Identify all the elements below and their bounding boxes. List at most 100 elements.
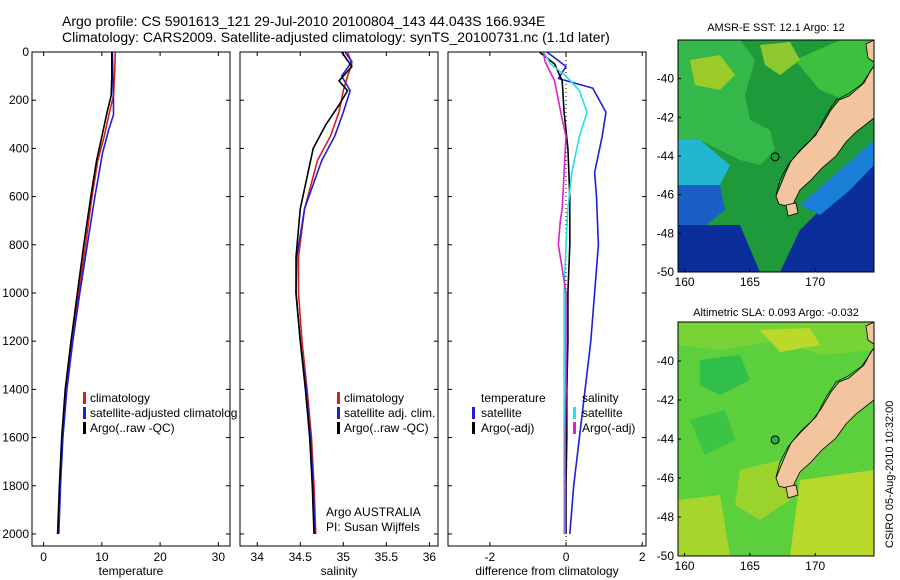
y-tick-label: 1200 [2, 334, 29, 348]
y-tick-label: 1800 [2, 479, 29, 493]
map-x-tick-label: 160 [675, 275, 695, 289]
map-y-tick-label: -42 [657, 110, 675, 124]
x-tick-label: 34 [251, 550, 265, 564]
sst-argo-location-marker [770, 152, 780, 162]
sst-field-deep-blue-sw [678, 225, 760, 272]
x-tick-label: -2 [485, 550, 496, 564]
map-y-tick-label: -46 [657, 471, 675, 485]
map-y-tick-label: -48 [657, 226, 675, 240]
map-y-tick-label: -48 [657, 510, 675, 524]
legend-label-sal-satellite: satellite [582, 406, 623, 420]
sla-field-yellow-patch-2 [760, 328, 820, 352]
x-tick-label: 35 [337, 550, 351, 564]
legend-swatch-sal-satellite [573, 407, 576, 419]
legend-label-satellite: satellite-adjusted climatolog [90, 406, 237, 420]
x-tick-label: 2 [639, 550, 646, 564]
series-line-argo-raw-qc- [295, 52, 353, 535]
legend-label-argo: Argo(..raw -QC) [344, 421, 429, 435]
salinity-legend: climatology satellite adj. clim. Argo(..… [337, 391, 435, 435]
legend-swatch-temp-satellite [472, 407, 475, 419]
legend-swatch-argo [337, 422, 340, 434]
y-tick-label: 0 [22, 45, 29, 59]
sla-map-shelf-contour [775, 347, 874, 478]
map-x-tick-label: 165 [740, 275, 760, 289]
legend-label-climatology: climatology [344, 391, 404, 405]
figure-title-line1: Argo profile: CS 5901613_121 29-Jul-2010… [62, 13, 545, 29]
legend-swatch-climatology [83, 392, 86, 404]
salinity-panel: 34 34.5 35 35.5 36 salinity climatology sate… [239, 51, 439, 578]
difference-xlabel: difference from climatology [475, 564, 618, 578]
sst-map-panel: AMSR-E SST: 12.1 Argo: 12 160 165 170 -40 -4… [657, 22, 875, 289]
map-x-tick-label: 160 [675, 559, 695, 573]
annotation-argo-australia: Argo AUSTRALIA [326, 505, 421, 519]
x-tick-label: 10 [95, 550, 109, 564]
map-y-tick-label: -40 [657, 72, 675, 86]
sla-field-yellow-southwest [678, 495, 730, 556]
temperature-panel: 0 10 20 30 0 200 400 600 800 1000 1200 1400 1600 1800… [2, 45, 237, 578]
legend-label-temp-argo: Argo(-adj) [481, 421, 534, 435]
y-tick-label: 1400 [2, 382, 29, 396]
footer-timestamp: CSIRO 05-Aug-2010 10:32:00 [884, 401, 896, 548]
legend-swatch-sal-argo [573, 422, 576, 434]
sst-field-green-north [795, 40, 874, 100]
x-tick-label: 0 [563, 550, 570, 564]
sla-map-south-island [775, 347, 874, 495]
legend-header-salinity: salinity [582, 391, 619, 405]
difference-legend: temperature salinity satellite Argo(-adj… [472, 391, 635, 435]
salinity-xlabel: salinity [321, 564, 358, 578]
annotation-pi: PI: Susan Wijffels [326, 520, 420, 534]
legend-label-climatology: climatology [90, 391, 150, 405]
map-y-tick-label: -44 [657, 149, 675, 163]
series-line-satellite-adj-clim- [295, 52, 353, 535]
sst-field-yellow-patch-1 [690, 55, 735, 90]
series-line-temperature-satellite [546, 52, 607, 535]
sst-map-north-island [865, 40, 874, 63]
map-y-tick-label: -46 [657, 188, 675, 202]
legend-label-sal-argo: Argo(-adj) [582, 421, 635, 435]
map-x-tick-label: 165 [740, 559, 760, 573]
sla-argo-location-marker [770, 435, 780, 445]
salinity-axes-frame [239, 51, 439, 547]
map-x-tick-label: 170 [805, 559, 825, 573]
legend-label-satellite: satellite adj. clim. [344, 406, 435, 420]
legend-swatch-temp-argo [472, 422, 475, 434]
sst-map-title: AMSR-E SST: 12.1 Argo: 12 [707, 22, 845, 34]
legend-label-argo: Argo(..raw -QC) [90, 421, 175, 435]
series-line-temperature-argo-adj- [538, 52, 571, 534]
sla-field-green-patch-1 [700, 355, 750, 395]
sla-map-title: Altimetric SLA: 0.093 Argo: -0.032 [693, 307, 859, 319]
series-line-argo-raw-qc- [56, 52, 113, 535]
map-y-tick-label: -44 [657, 432, 675, 446]
legend-swatch-climatology [337, 392, 340, 404]
sla-map-stewart-island [785, 484, 799, 499]
sst-field-blue-east [800, 140, 874, 215]
series-line-satellite-adjusted-climatolog [58, 52, 115, 535]
legend-swatch-argo [83, 422, 86, 434]
map-y-tick-label: -50 [657, 549, 675, 563]
sst-map-south-island [775, 65, 874, 213]
x-tick-label: 34.5 [289, 550, 313, 564]
sst-map-shelf-contour [775, 65, 874, 196]
x-tick-label: 35.5 [375, 550, 399, 564]
map-x-tick-label: 170 [805, 275, 825, 289]
series-line-salinity-argo-adj- [542, 52, 567, 534]
map-y-tick-label: -50 [657, 265, 675, 279]
x-tick-label: 0 [40, 550, 47, 564]
sla-field-green-patch-2 [690, 410, 735, 455]
y-tick-label: 800 [9, 238, 29, 252]
legend-swatch-satellite [83, 407, 86, 419]
y-tick-label: 400 [9, 141, 29, 155]
temperature-axes-frame [31, 51, 231, 547]
x-tick-label: 20 [153, 550, 167, 564]
legend-label-temp-satellite: satellite [481, 406, 522, 420]
temperature-xlabel: temperature [99, 564, 164, 578]
y-tick-label: 600 [9, 190, 29, 204]
legend-swatch-satellite [337, 407, 340, 419]
sst-field-blue-west [678, 185, 725, 230]
sla-field-yellow-southeast [790, 470, 874, 556]
y-tick-label: 1600 [2, 431, 29, 445]
figure-title-line2: Climatology: CARS2009. Satellite-adjuste… [62, 29, 610, 45]
y-tick-label: 1000 [2, 286, 29, 300]
x-tick-label: 30 [212, 550, 226, 564]
legend-header-temperature: temperature [481, 391, 546, 405]
